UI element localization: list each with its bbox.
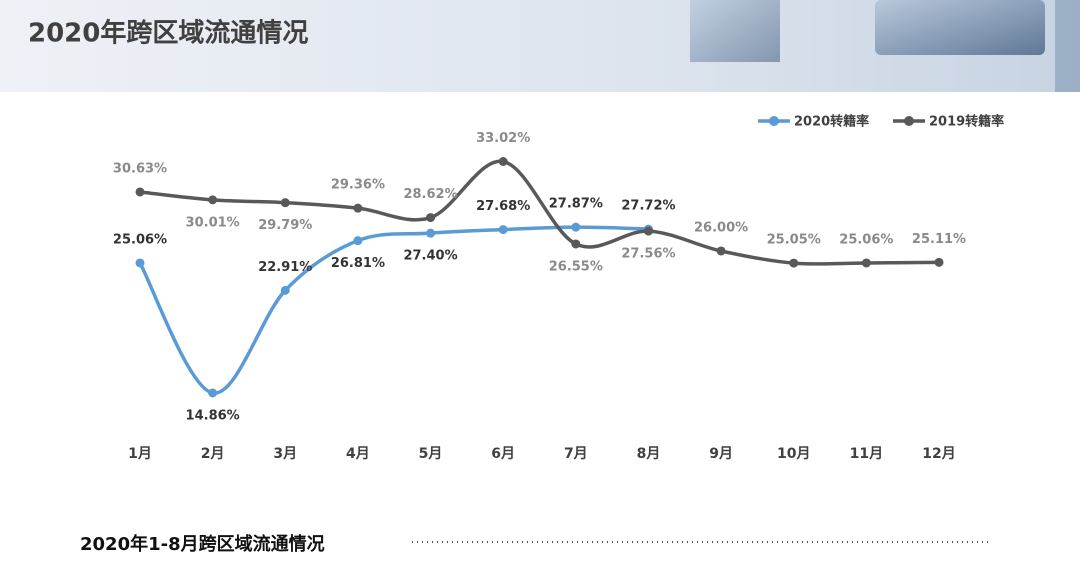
data-point — [426, 228, 436, 238]
legend-swatch — [904, 116, 914, 126]
legend-label: 2019转籍率 — [929, 114, 1004, 130]
data-label: 25.06% — [839, 232, 893, 247]
x-tick-label: 7月 — [564, 446, 588, 462]
x-tick-label: 5月 — [419, 446, 443, 462]
data-point — [571, 239, 581, 249]
data-point — [716, 246, 726, 256]
decor — [1055, 0, 1080, 92]
data-point — [280, 198, 290, 208]
data-point — [498, 225, 508, 235]
x-tick-label: 6月 — [491, 446, 515, 462]
legend-label: 2020转籍率 — [794, 114, 869, 130]
data-label: 29.79% — [258, 218, 312, 233]
data-label: 25.11% — [912, 232, 966, 247]
data-point — [135, 187, 145, 197]
data-label: 28.62% — [403, 187, 457, 202]
data-label: 27.56% — [621, 247, 675, 262]
data-label: 30.01% — [186, 215, 240, 230]
data-label: 25.05% — [767, 233, 821, 248]
data-label: 27.72% — [621, 199, 675, 214]
decor — [875, 0, 1045, 55]
data-point — [135, 258, 145, 268]
data-label: 25.06% — [113, 232, 167, 247]
data-point — [498, 157, 508, 166]
data-label: 27.68% — [476, 199, 530, 214]
data-label: 33.02% — [476, 131, 530, 146]
x-tick-label: 9月 — [709, 446, 733, 462]
x-tick-label: 11月 — [850, 446, 883, 462]
series-line — [138, 225, 649, 395]
x-tick-label: 4月 — [346, 446, 370, 462]
data-point — [861, 258, 871, 268]
x-tick-label: 10月 — [777, 446, 810, 462]
data-label: 14.86% — [186, 409, 240, 424]
page-title: 2020年跨区域流通情况 — [28, 18, 308, 49]
data-point — [208, 195, 218, 205]
data-point — [208, 388, 218, 398]
data-point — [353, 203, 363, 213]
data-label: 30.63% — [113, 161, 167, 176]
data-label: 26.55% — [549, 259, 603, 274]
data-label: 29.36% — [331, 178, 385, 193]
x-tick-label: 3月 — [273, 446, 297, 462]
data-label: 27.40% — [403, 249, 457, 264]
data-point — [789, 258, 799, 268]
data-point — [426, 213, 436, 223]
data-label: 27.87% — [549, 197, 603, 212]
data-label: 22.91% — [258, 260, 312, 275]
x-tick-label: 8月 — [637, 446, 661, 462]
data-label: 26.81% — [331, 256, 385, 271]
data-label: 26.00% — [694, 220, 748, 235]
data-point — [353, 236, 363, 246]
x-tick-label: 12月 — [922, 446, 955, 462]
x-tick-label: 2月 — [201, 446, 225, 462]
data-point — [934, 257, 944, 267]
decor — [690, 0, 780, 62]
data-point — [643, 226, 653, 236]
data-point — [280, 285, 290, 295]
data-point — [571, 222, 581, 232]
section-title: 2020年1-8月跨区域流通情况 — [80, 533, 325, 555]
series-line — [139, 159, 940, 266]
x-tick-label: 1月 — [128, 446, 152, 462]
legend-swatch — [769, 116, 779, 126]
